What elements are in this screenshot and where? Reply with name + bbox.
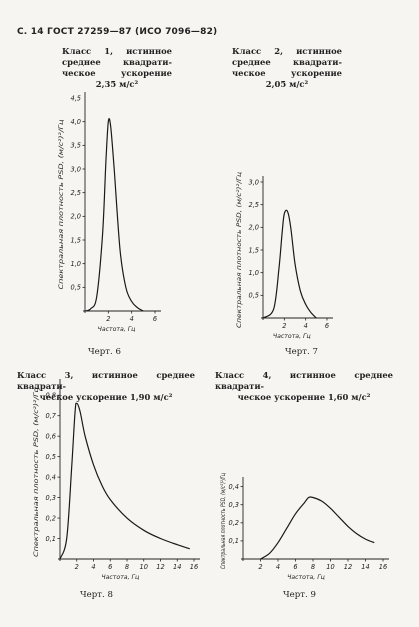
- x-tick-label: 2: [106, 315, 110, 323]
- y-tick-label: 0,5: [71, 284, 82, 292]
- y-tick-label: 0,7: [46, 412, 57, 420]
- y-tick-label: 2,0: [71, 213, 82, 221]
- y-tick-label: 4,0: [71, 118, 82, 126]
- caption-line: Класс 3, истинное среднее квадрати-: [17, 370, 195, 391]
- y-tick-label: 0,2: [46, 514, 57, 522]
- caption-line: ческое ускорение 1,90 м/с²: [39, 392, 173, 402]
- x-tick-label: 6: [153, 315, 157, 323]
- y-tick-label: 3,0: [71, 165, 82, 173]
- x-tick-label: 4: [276, 563, 280, 571]
- y-tick-label: 2,0: [249, 224, 260, 232]
- y-axis-label: Спектральная плотность PSD, (м/с²)²/Гц: [236, 172, 243, 328]
- y-tick-label: 2,5: [249, 201, 260, 209]
- x-tick-label: 6: [293, 563, 297, 571]
- x-tick-label: 4: [130, 315, 134, 323]
- x-tick-label: 2: [282, 322, 286, 330]
- x-tick-label: 6: [325, 322, 329, 330]
- y-axis-label: Спектральная плотность PSD, (м/с²)²/Гц: [33, 387, 40, 557]
- x-tick-label: 6: [108, 563, 112, 571]
- y-tick-label: 0,1: [229, 537, 240, 545]
- x-tick-label: 8: [311, 563, 315, 571]
- x-tick-label: 14: [361, 563, 369, 571]
- y-tick-label: 1,5: [71, 236, 82, 244]
- y-tick-label: 0,4: [229, 483, 240, 491]
- x-axis-label: Частота, Гц: [273, 333, 311, 340]
- y-tick-label: 0,2: [229, 519, 240, 527]
- x-axis-label: Частота, Гц: [101, 574, 139, 581]
- x-axis-label: Частота, Гц: [98, 326, 136, 333]
- y-tick-label: 3,0: [249, 178, 260, 186]
- x-axis-label: Частота, Гц: [287, 574, 325, 581]
- psd-curve: [84, 118, 144, 312]
- y-axis-label: Спектральная плотность PSD, (м/с²)²/Гц: [220, 473, 227, 569]
- x-tick-label: 12: [344, 563, 352, 571]
- x-tick-label: 2: [258, 563, 262, 571]
- caption-value: 2,05 м/с²: [265, 79, 309, 89]
- y-tick-label: 0,5: [46, 453, 57, 461]
- caption-value: 2,35 м/с²: [95, 79, 139, 89]
- x-tick-label: 8: [125, 563, 129, 571]
- y-tick-label: 1,0: [71, 260, 82, 268]
- figure-label-7: Черт. 7: [285, 347, 318, 357]
- x-tick-label: 4: [304, 322, 308, 330]
- y-tick-label: 1,5: [249, 246, 260, 254]
- caption-class-4: Класс 4, истинное среднее квадрати- ческ…: [215, 370, 393, 403]
- caption-class-3: Класс 3, истинное среднее квадрати- ческ…: [17, 370, 195, 403]
- x-tick-label: 12: [156, 563, 164, 571]
- x-tick-label: 10: [326, 563, 334, 571]
- y-tick-label: 0,3: [46, 494, 57, 502]
- x-tick-label: 10: [140, 563, 148, 571]
- caption-line: Класс 4, истинное среднее квадрати-: [215, 370, 393, 391]
- x-tick-label: 16: [190, 563, 198, 571]
- y-tick-label: 2,5: [71, 189, 82, 197]
- caption-line: ческое ускорение: [232, 68, 342, 78]
- y-tick-label: 0,1: [46, 535, 57, 543]
- x-tick-label: 4: [91, 563, 95, 571]
- caption-line: Класс 1, истинное: [62, 46, 172, 56]
- caption-line: Класс 2, истинное: [232, 46, 342, 56]
- y-tick-label: 0,8: [46, 392, 57, 400]
- caption-line: среднее квадрати-: [62, 57, 172, 67]
- y-tick-label: 0,6: [46, 432, 57, 440]
- y-tick-label: 1,0: [249, 269, 260, 277]
- y-tick-label: 4,5: [71, 94, 82, 102]
- caption-class-1: Класс 1, истинное среднее квадрати- ческ…: [62, 46, 172, 90]
- figure-label-8: Черт. 8: [80, 590, 113, 600]
- psd-curve: [59, 402, 190, 560]
- y-tick-label: 0,3: [229, 501, 240, 509]
- psd-curve: [260, 496, 375, 560]
- y-tick-label: 3,5: [71, 142, 82, 150]
- psd-curve: [262, 209, 317, 319]
- y-tick-label: 0,5: [249, 292, 260, 300]
- x-tick-label: 14: [173, 563, 181, 571]
- caption-line: ческое ускорение 1,60 м/с²: [237, 392, 371, 402]
- y-tick-label: 0,4: [46, 473, 57, 481]
- caption-class-2: Класс 2, истинное среднее квадрати- ческ…: [232, 46, 342, 90]
- figure-label-9: Черт. 9: [283, 590, 316, 600]
- figure-label-6: Черт. 6: [88, 347, 121, 357]
- y-axis-label: Спектральная плотность PSD, (м/с²)²/Гц: [58, 120, 65, 290]
- caption-line: среднее квадрати-: [232, 57, 342, 67]
- x-tick-label: 16: [379, 563, 387, 571]
- x-tick-label: 2: [75, 563, 79, 571]
- page-header: С. 14 ГОСТ 27259—87 (ИСО 7096—82): [17, 27, 218, 37]
- caption-line: ческое ускорение: [62, 68, 172, 78]
